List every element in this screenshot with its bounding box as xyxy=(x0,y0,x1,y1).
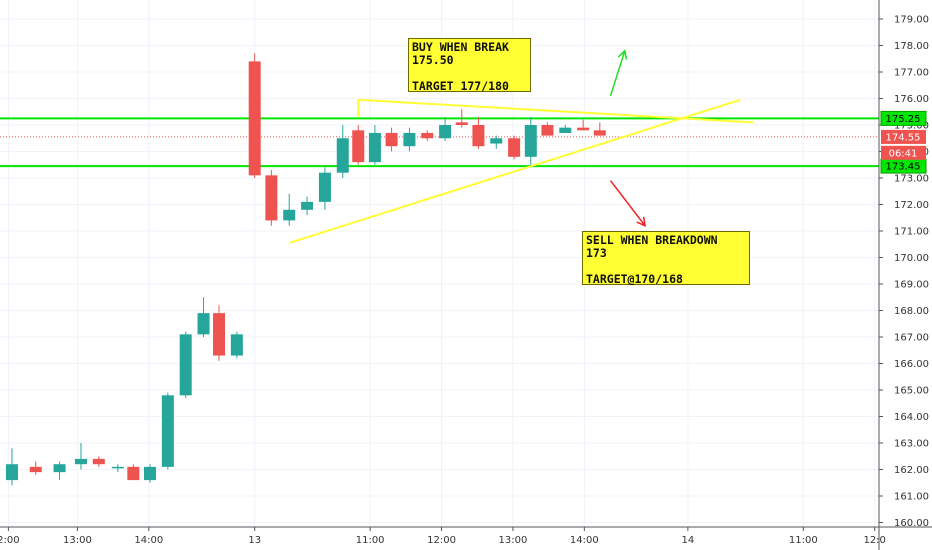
candle-up xyxy=(336,138,349,173)
candle-up xyxy=(197,313,210,335)
candle-down xyxy=(385,132,398,147)
up-arrow-shaft xyxy=(609,50,626,97)
candle-down xyxy=(127,466,140,481)
y-tick-label: 169.00 xyxy=(894,280,929,291)
candle-down xyxy=(472,125,485,147)
price-tags: 175.25 173.45 174.55 06:41 xyxy=(880,110,927,174)
candle-up xyxy=(53,464,66,473)
current-price-tag xyxy=(881,145,926,160)
y-tick-label: 172.00 xyxy=(894,200,929,211)
y-tick-label: 178.00 xyxy=(894,41,929,52)
y-tick-label: 179.00 xyxy=(894,15,929,26)
x-tick-label: 14:00 xyxy=(570,535,599,546)
candle-down xyxy=(421,132,434,139)
level-price-label: 175.25 xyxy=(886,114,921,125)
y-tick-label: 164.00 xyxy=(894,412,929,423)
current-price-tag xyxy=(881,129,926,144)
candle-up xyxy=(524,125,537,157)
x-tick-label: 11:00 xyxy=(356,535,385,546)
candle-up xyxy=(318,172,331,202)
y-tick-label: 173.00 xyxy=(894,174,929,185)
y-tick-label: 175.00 xyxy=(894,121,929,132)
candle-up xyxy=(179,334,192,396)
y-tick-label: 160.00 xyxy=(894,518,929,529)
candle-down xyxy=(29,466,42,473)
y-tick-label: 170.00 xyxy=(894,253,929,264)
y-tick-label: 166.00 xyxy=(894,359,929,370)
price-axis[interactable]: 160.00 161.00 162.00 163.00 164.00 165.00 166.… xyxy=(878,0,929,550)
candle-up xyxy=(403,132,416,147)
current-price-label: 174.55 xyxy=(886,132,921,143)
candlestick-series xyxy=(5,53,606,486)
sell-annotation[interactable]: SELL WHEN BREAKDOWN 173 TARGET@170/168 xyxy=(582,231,750,286)
y-tick-label: 176.00 xyxy=(894,94,929,105)
horizontal-levels xyxy=(0,117,879,168)
x-tick-label: 12:0 xyxy=(863,535,885,546)
candle-up xyxy=(301,201,314,210)
candle-up xyxy=(111,466,124,469)
buy-annotation[interactable]: BUY WHEN BREAK 175.50 TARGET 177/180 xyxy=(408,38,531,93)
y-tick-label: 171.00 xyxy=(894,227,929,238)
down-arrow-head xyxy=(636,216,646,227)
candle-down xyxy=(248,61,261,176)
candle-up xyxy=(283,209,296,221)
direction-arrows xyxy=(609,49,646,227)
candle-up xyxy=(490,138,503,144)
candle-up xyxy=(368,132,381,163)
candle-down xyxy=(508,138,521,157)
buy-annotation-line: BUY WHEN BREAK xyxy=(412,40,509,54)
trendline xyxy=(358,98,754,124)
trendlines xyxy=(288,98,754,244)
x-tick-label: 12:00 xyxy=(427,535,456,546)
candle-up xyxy=(5,464,18,481)
y-tick-label: 177.00 xyxy=(894,68,929,79)
y-tick-label: 165.00 xyxy=(894,386,929,397)
level-price-label: 173.45 xyxy=(886,162,921,173)
sell-annotation-line: TARGET@170/168 xyxy=(586,272,683,286)
candle-up xyxy=(143,466,156,481)
current-price-label: 06:41 xyxy=(889,148,918,159)
candle-up xyxy=(230,334,243,356)
candle-down xyxy=(541,125,554,136)
y-tick-label: 162.00 xyxy=(894,465,929,476)
level-price-tag xyxy=(880,110,927,126)
y-tick-label: 161.00 xyxy=(894,492,929,503)
candle-up xyxy=(439,125,452,139)
y-tick-label: 167.00 xyxy=(894,333,929,344)
buy-annotation-line: TARGET 177/180 xyxy=(412,79,509,93)
candle-down xyxy=(92,458,105,465)
sell-annotation-line: SELL WHEN BREAKDOWN xyxy=(586,233,718,247)
up-arrow-head xyxy=(617,49,628,60)
x-tick-label: 13:00 xyxy=(499,535,528,546)
trendline xyxy=(288,98,741,244)
y-tick-label: 163.00 xyxy=(894,439,929,450)
x-tick-label: 2:00 xyxy=(0,535,20,546)
candle-down xyxy=(455,122,468,125)
candle-up xyxy=(74,458,87,465)
y-tick-label: 168.00 xyxy=(894,306,929,317)
sell-annotation-line: 173 xyxy=(586,246,607,260)
time-axis[interactable]: 2:00 13:00 14:00 13 11:00 12:00 13:00 14:00 14 11… xyxy=(0,526,932,546)
candle-down xyxy=(213,313,226,356)
candle-down xyxy=(352,130,365,163)
candle-down xyxy=(265,175,278,221)
x-tick-label: 13:00 xyxy=(63,535,92,546)
candle-up xyxy=(559,127,572,133)
x-tick-label: 14:00 xyxy=(134,535,163,546)
x-tick-label: 13 xyxy=(248,535,261,546)
x-tick-label: 14 xyxy=(682,535,695,546)
candle-down xyxy=(593,130,606,136)
candle-down xyxy=(577,127,590,131)
candle-up xyxy=(161,395,174,467)
buy-annotation-line: 175.50 xyxy=(412,53,454,67)
down-arrow-shaft xyxy=(609,180,646,227)
x-tick-label: 11:00 xyxy=(789,535,818,546)
